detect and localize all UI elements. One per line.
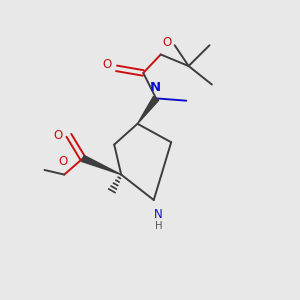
Text: O: O <box>103 58 112 71</box>
Text: N: N <box>149 81 161 94</box>
Text: O: O <box>162 36 171 49</box>
Polygon shape <box>82 155 121 175</box>
Text: N: N <box>154 208 163 221</box>
Text: H: H <box>155 221 162 231</box>
Text: O: O <box>54 129 63 142</box>
Polygon shape <box>137 97 159 124</box>
Text: O: O <box>58 155 68 168</box>
